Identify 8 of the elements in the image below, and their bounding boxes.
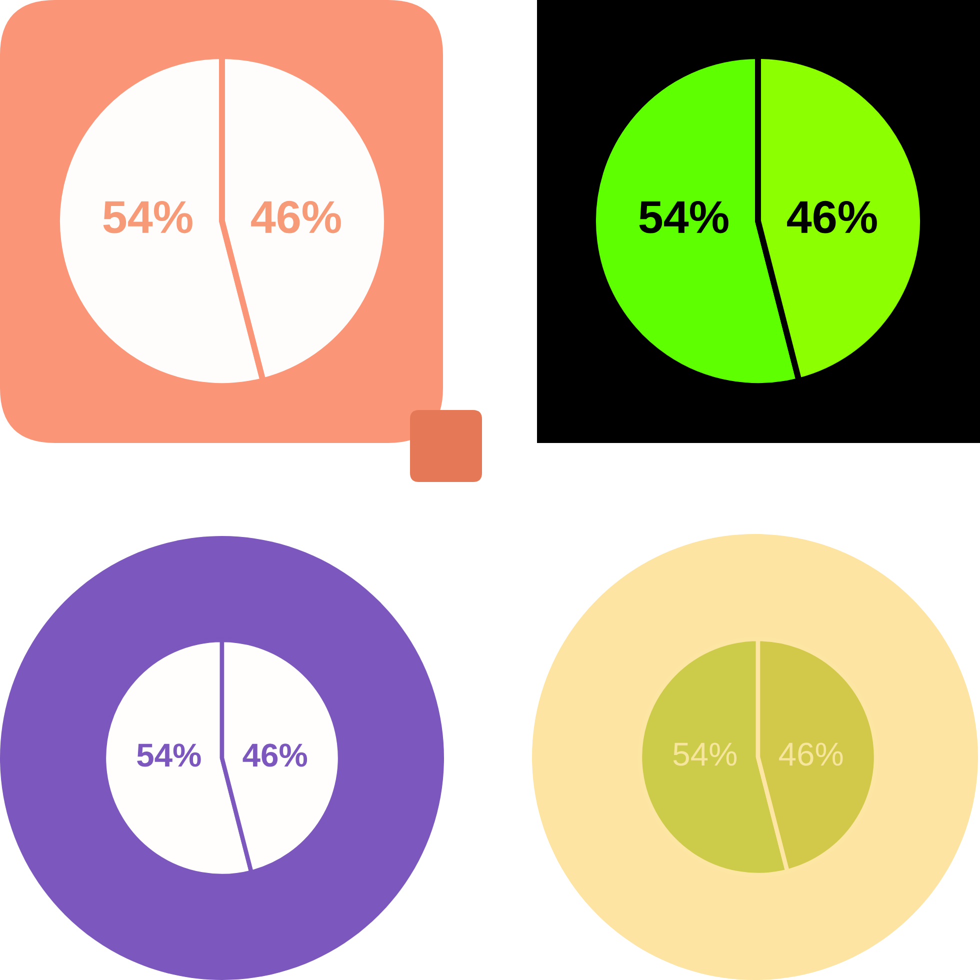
data-label: 54%	[673, 742, 737, 766]
data-label: 54%	[103, 200, 192, 234]
data-label: 54%	[639, 200, 728, 234]
data-label: 46%	[242, 744, 308, 767]
data-label: 46%	[251, 200, 341, 234]
data-label: 46%	[779, 742, 843, 766]
data-label: 54%	[137, 744, 201, 767]
data-label: 46%	[787, 200, 877, 234]
